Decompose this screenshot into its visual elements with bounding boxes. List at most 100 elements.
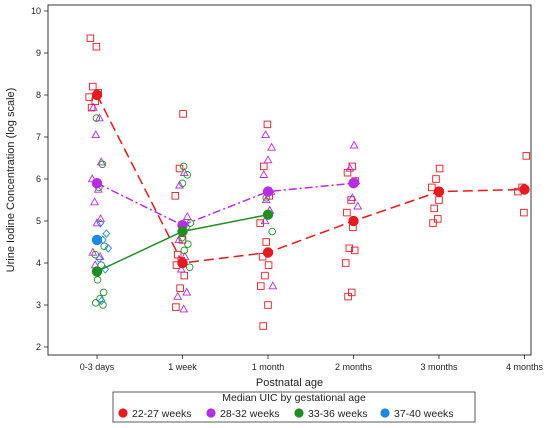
data-point [257, 282, 265, 290]
legend-title: Median UIC by gestational age [222, 392, 366, 404]
data-point [175, 180, 184, 189]
data-point [264, 301, 272, 309]
data-point [182, 211, 192, 220]
y-tick-label: 7 [36, 132, 41, 142]
data-points [85, 34, 531, 330]
data-point [92, 42, 101, 51]
data-point [171, 192, 180, 200]
y-tick-label: 5 [36, 216, 41, 226]
data-point [179, 304, 189, 313]
x-tick-label: 1 month [252, 362, 285, 372]
median-point [91, 234, 103, 246]
legend-marker [294, 408, 304, 418]
data-point [104, 243, 113, 253]
data-point [432, 175, 440, 183]
data-point [522, 152, 531, 160]
data-point [180, 246, 189, 255]
median-lines [96, 94, 525, 273]
plot-frame [47, 4, 532, 356]
y-tick-label: 10 [31, 6, 41, 16]
median-point [177, 226, 188, 237]
data-point [349, 140, 359, 149]
data-point [350, 246, 359, 255]
median-markers [91, 89, 530, 277]
y-tick-label: 9 [36, 48, 41, 58]
median-point [177, 257, 188, 269]
data-point [182, 287, 192, 296]
x-tick-label: 0-3 days [80, 362, 115, 372]
data-point [90, 197, 100, 206]
median-point [91, 178, 103, 189]
data-point [96, 218, 105, 228]
median-point [262, 209, 274, 220]
data-point [434, 215, 442, 223]
data-point [260, 216, 270, 225]
legend-label: 37-40 weeks [394, 408, 454, 420]
data-point [92, 218, 102, 227]
legend-marker [206, 408, 216, 418]
legend-label: 33-36 weeks [308, 408, 368, 420]
median-point [433, 186, 445, 197]
legend-entries: 22-27 weeks 28-32 weeks 33-36 weeks 37-40 w… [118, 408, 454, 420]
median-point [262, 186, 274, 197]
median-point [348, 178, 359, 189]
x-tick-label: 1 week [168, 362, 197, 372]
median-line [96, 94, 525, 264]
data-point [96, 157, 106, 166]
data-point [179, 110, 187, 118]
data-point [91, 130, 101, 139]
data-point [88, 102, 98, 111]
data-point [97, 296, 106, 306]
y-tick-label: 8 [36, 90, 41, 100]
data-point [343, 168, 352, 177]
data-point [430, 204, 438, 213]
legend-marker [118, 408, 128, 418]
data-point [259, 169, 269, 178]
legend: Median UIC by gestational age 22-27 week… [112, 391, 476, 423]
data-point [185, 263, 194, 271]
x-tick-label: 2 months [335, 362, 373, 372]
data-point [173, 291, 183, 300]
data-point [180, 271, 189, 280]
data-point [172, 303, 180, 311]
data-point [86, 34, 95, 43]
y-tick-label: 4 [36, 258, 41, 268]
median-point [519, 184, 530, 195]
data-point [435, 164, 444, 173]
data-point [428, 183, 436, 192]
data-point [261, 271, 269, 280]
data-point [91, 250, 99, 259]
data-point [89, 82, 97, 91]
data-point [262, 238, 270, 246]
data-point [99, 288, 108, 297]
x-axis-title: Postnatal age [256, 377, 323, 389]
median-point [348, 215, 359, 227]
data-point [176, 284, 184, 292]
data-point [87, 103, 96, 112]
data-point [95, 254, 104, 264]
data-point [184, 240, 192, 248]
y-axis-title: Urine Iodine Concentration (log scale) [5, 88, 17, 273]
data-point [341, 259, 350, 267]
data-point [175, 164, 184, 173]
data-point [261, 195, 271, 204]
legend-box [112, 391, 476, 423]
data-point [183, 171, 192, 179]
x-tick-label: 3 months [420, 362, 458, 372]
data-point [96, 214, 106, 223]
data-point [343, 208, 351, 217]
median-point [262, 247, 274, 258]
data-point [344, 292, 352, 301]
data-point [174, 235, 184, 244]
median-point [91, 89, 103, 101]
data-point [92, 114, 101, 122]
legend-label: 28-32 weeks [220, 408, 280, 420]
data-point [102, 229, 111, 238]
data-point [178, 179, 187, 187]
y-tick-label: 6 [36, 174, 41, 184]
data-point [268, 227, 276, 236]
data-point [263, 120, 272, 129]
data-point [267, 142, 277, 151]
data-point [92, 299, 100, 307]
data-point [93, 276, 102, 284]
